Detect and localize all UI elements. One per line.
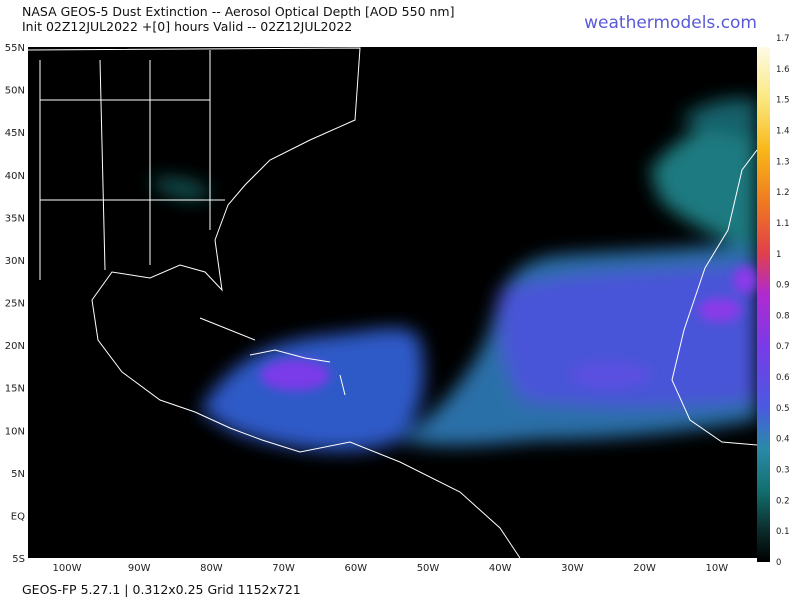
lon-label: 20W [633,563,656,574]
lat-label: 45N [5,128,25,139]
lat-label: EQ [11,511,25,522]
lon-label: 40W [489,563,512,574]
lon-label: 80W [200,563,223,574]
colorbar-tick-label: 0.2 [776,496,790,506]
lat-label: 50N [5,86,25,97]
colorbar-tick-label: 1 [776,250,781,260]
lat-label: 25N [5,299,25,310]
lon-label: 50W [417,563,440,574]
colorbar-tick-label: 0.6 [776,373,790,383]
footer: GEOS-FP 5.27.1 | 0.312x0.25 Grid 1152x72… [22,582,301,597]
lat-label: 30N [5,256,25,267]
colorbar-tick-label: 0 [776,558,781,568]
lon-label: 100W [53,563,82,574]
coastlines [28,47,757,558]
colorbar-tick-label: 0.9 [776,281,790,291]
colorbar-tick-label: 1.1 [776,219,790,229]
lon-label: 10W [705,563,728,574]
lat-label: 5N [11,469,25,480]
dust-plume [150,98,757,451]
title: NASA GEOS-5 Dust Extinction -- Aerosol O… [22,4,454,19]
colorbar-tick-label: 1.3 [776,157,790,167]
lon-label: 90W [128,563,151,574]
colorbar-tick-label: 1.7 [776,34,790,44]
dust-peaks [260,266,757,391]
lat-label: 15N [5,384,25,395]
brand: weathermodels.com [584,13,757,33]
colorbar-tick-label: 1.5 [776,96,790,106]
lon-label: 30W [561,563,584,574]
colorbar-tick-label: 0.5 [776,404,790,414]
lat-label: 20N [5,341,25,352]
subtitle: Init 02Z12JUL2022 +[0] hours Valid -- 02… [22,19,352,34]
colorbar-tick-label: 1.2 [776,188,790,198]
lon-label: 70W [272,563,295,574]
colorbar-tick-label: 0.4 [776,435,790,445]
lat-label: 5S [12,554,25,565]
colorbar-tick-label: 1.6 [776,65,790,75]
colorbar-tick-label: 0.3 [776,466,790,476]
colorbar-tick-label: 1.4 [776,126,790,136]
lat-label: 10N [5,426,25,437]
lat-label: 35N [5,213,25,224]
colorbar-tick-label: 0.1 [776,527,790,537]
map [28,47,757,558]
colorbar-tick-label: 0.7 [776,342,790,352]
colorbar [757,47,770,562]
lat-label: 40N [5,171,25,182]
lon-label: 60W [344,563,367,574]
lat-label: 55N [5,43,25,54]
colorbar-tick-label: 0.8 [776,311,790,321]
